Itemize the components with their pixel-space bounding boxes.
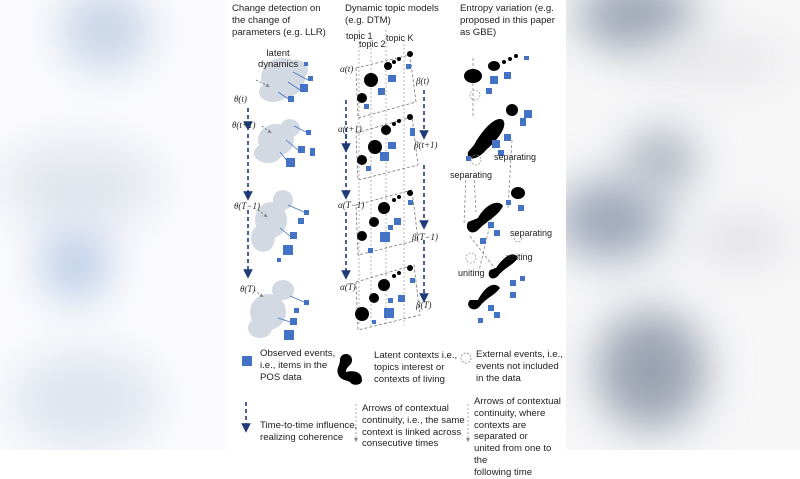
column-3-title: Entropy variation (e.g. proposed in this…	[460, 3, 555, 38]
beta-T-label: β(T)	[416, 300, 432, 310]
separating-label-2: separating	[450, 170, 493, 180]
legend-icons	[241, 352, 472, 442]
alpha-t-label: α(t)	[340, 64, 354, 74]
theta-T-1-label: θ(T−1)	[234, 201, 260, 211]
column-1-title: Change detection on the change of parame…	[232, 3, 326, 38]
topic-2-label: topic 2	[359, 39, 386, 49]
alpha-t1-label: α(t+1)	[338, 124, 362, 134]
legend-time-influence: Time-to-time influence, realizing cohere…	[260, 420, 358, 443]
diagram-panel: Change detection on the change of parame…	[228, 0, 566, 478]
uniting-label-2: uniting	[458, 268, 485, 278]
legend-contextual-continuity: Arrows of contextual continuity, i.e., t…	[362, 403, 465, 450]
column-3-graphics	[463, 54, 532, 323]
topic-1-label: topic 1	[346, 31, 373, 41]
alpha-T-label: α(T)	[340, 282, 356, 292]
topic-k-label: topic K	[386, 33, 414, 43]
legend-external-events: External events, i.e., events not includ…	[476, 349, 563, 384]
latent-dynamics-label: latent dynamics	[258, 48, 299, 70]
beta-t-label: β(t)	[416, 76, 429, 86]
uniting-label-1: uniting	[506, 252, 533, 262]
legend-separation-union: Arrows of contextual continuity, where c…	[474, 396, 561, 478]
column-2-graphics	[341, 30, 429, 331]
alpha-T-1-label: α(T−1)	[338, 200, 365, 210]
beta-t1-label: β(t+1)	[414, 140, 438, 150]
diagram-graphics	[241, 30, 532, 442]
separating-label-3: separating	[510, 228, 553, 238]
separating-label-1: separating	[494, 152, 537, 162]
legend-observed-events: Observed events, i.e., items in the POS …	[260, 348, 336, 383]
theta-t-label: θ(t)	[234, 94, 247, 104]
beta-T-1-label: β(T−1)	[412, 232, 439, 242]
blurred-background-right	[566, 0, 800, 450]
column-2-title: Dynamic topic models (e.g. DTM)	[345, 3, 439, 26]
theta-t1-label: θ(t+1)	[232, 120, 256, 130]
column-1-graphics	[243, 58, 315, 340]
blurred-background-left	[0, 0, 228, 450]
theta-T-label: θ(T)	[240, 284, 256, 294]
legend-latent-contexts: Latent contexts i.e., topics interest or…	[374, 350, 458, 385]
